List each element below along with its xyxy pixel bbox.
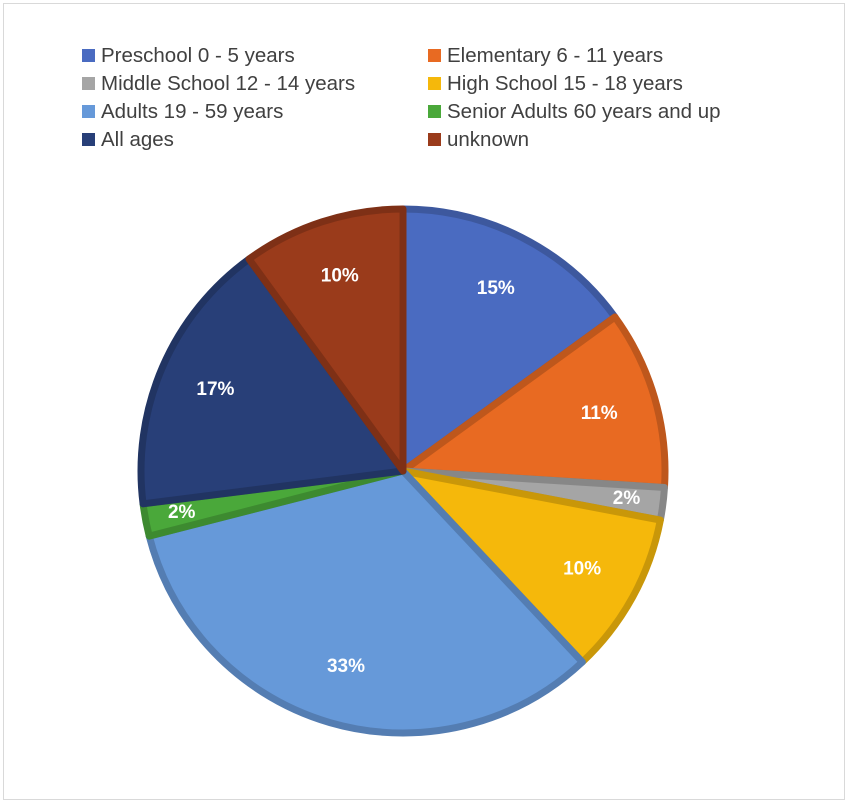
legend-swatch-preschool	[82, 49, 95, 62]
legend-label-adults: Adults 19 - 59 years	[101, 99, 284, 123]
legend-swatch-senior-adults	[428, 105, 441, 118]
legend-label-high-school: High School 15 - 18 years	[447, 71, 683, 95]
pie-slice-elementary-6-11-years	[399, 313, 669, 491]
legend-item-middle-school: Middle School 12 - 14 years	[82, 70, 428, 97]
pie-slice-preschool-0-5-years	[399, 205, 619, 475]
pie-label-unknown: 10%	[321, 266, 359, 287]
legend-item-unknown: unknown	[428, 126, 768, 153]
legend-item-senior-adults: Senior Adults 60 years and up	[428, 98, 768, 125]
chart-frame: 15% 11% 2% 10% 33% 2% 17% 10% Preschool 0 - 5 y…	[3, 3, 845, 800]
legend-swatch-elementary	[428, 49, 441, 62]
legend-label-preschool: Preschool 0 - 5 years	[101, 43, 295, 67]
legend-swatch-all-ages	[82, 133, 95, 146]
pie-label-preschool-0-5-years: 15%	[477, 278, 515, 299]
legend-label-elementary: Elementary 6 - 11 years	[447, 43, 664, 67]
chart-legend: Preschool 0 - 5 years Elementary 6 - 11 …	[82, 42, 782, 153]
pie-slice-all-ages	[137, 255, 407, 508]
legend-item-elementary: Elementary 6 - 11 years	[428, 42, 768, 69]
legend-label-senior-adults: Senior Adults 60 years and up	[447, 99, 721, 123]
pie-label-high-school-15-18-years: 10%	[563, 559, 601, 580]
legend-item-preschool: Preschool 0 - 5 years	[82, 42, 428, 69]
legend-label-unknown: unknown	[447, 127, 530, 151]
pie-slice-adults-19-59-years	[145, 467, 586, 737]
legend-item-adults: Adults 19 - 59 years	[82, 98, 428, 125]
legend-label-all-ages: All ages	[101, 127, 174, 151]
pie-label-all-ages: 17%	[196, 379, 234, 400]
pie-label-senior-adults-60-years-and-up: 2%	[168, 502, 196, 523]
pie-label-elementary-6-11-years: 11%	[581, 403, 618, 424]
pie-label-middle-school-12-14-years: 2%	[613, 488, 641, 509]
legend-swatch-high-school	[428, 77, 441, 90]
legend-label-middle-school: Middle School 12 - 14 years	[101, 71, 356, 95]
legend-swatch-unknown	[428, 133, 441, 146]
legend-item-all-ages: All ages	[82, 126, 428, 153]
pie-label-adults-19-59-years: 33%	[327, 656, 365, 677]
pie-slice-unknown	[245, 205, 407, 475]
pie-chart: 15% 11% 2% 10% 33% 2% 17% 10%	[137, 205, 669, 737]
legend-item-high-school: High School 15 - 18 years	[428, 70, 768, 97]
legend-swatch-middle-school	[82, 77, 95, 90]
pie-slice-high-school-15-18-years	[399, 467, 664, 666]
legend-swatch-adults	[82, 105, 95, 118]
